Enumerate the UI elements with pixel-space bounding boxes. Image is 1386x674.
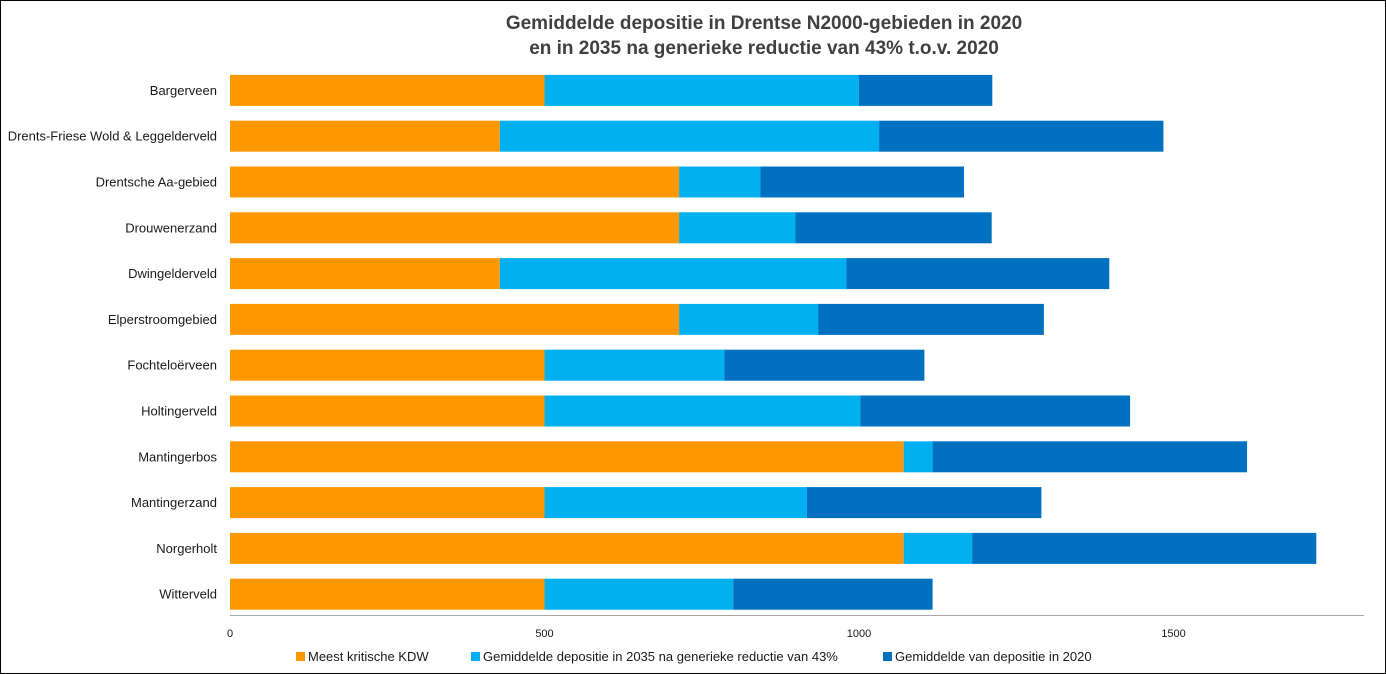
legend-label-1: Meest kritische KDW <box>308 649 429 664</box>
bar-mantingerzand-series-1 <box>230 487 545 519</box>
bar-witterveld-series-3 <box>733 578 933 610</box>
bar-mantingerbos-series-2 <box>903 441 933 473</box>
bar-drentsche-aa-gebied-series-1 <box>230 166 680 198</box>
bar-norgerholt-series-1 <box>230 532 904 564</box>
legend-label-2: Gemiddelde depositie in 2035 na generiek… <box>483 649 838 664</box>
legend-swatch-1 <box>296 652 305 661</box>
bar-drouwenerzand-series-2 <box>679 212 796 244</box>
x-axis-ticks: 0 500 1000 1500 <box>227 628 1186 640</box>
category-label: Drentsche Aa-gebied <box>96 175 217 190</box>
bar-holtingerveld-series-3 <box>860 395 1131 427</box>
legend-swatch-2 <box>471 652 480 661</box>
category-label: Mantingerbos <box>138 449 217 464</box>
x-tick-label: 500 <box>535 628 553 640</box>
bar-mantingerzand-series-3 <box>806 487 1042 519</box>
bar-bargerveen-series-1 <box>230 74 545 106</box>
x-tick-label: 0 <box>227 628 233 640</box>
bar-witterveld-series-1 <box>230 578 545 610</box>
bar-drouwenerzand-series-1 <box>230 212 680 244</box>
bar-dwingelderveld-series-1 <box>230 258 500 290</box>
category-label: Fochteloërveen <box>127 358 217 373</box>
category-labels: Bargerveen Drents-Friese Wold & Leggelder… <box>8 83 218 602</box>
x-tick-label: 1000 <box>847 628 871 640</box>
bar-holtingerveld-series-2 <box>544 395 861 427</box>
bar-fochtelo-rveen-series-2 <box>544 349 725 381</box>
bar-fochtelo-rveen-series-3 <box>724 349 925 381</box>
bar-norgerholt-series-3 <box>972 532 1317 564</box>
bar-drentsche-aa-gebied-series-3 <box>760 166 964 198</box>
bar-bargerveen-series-2 <box>544 74 859 106</box>
bar-mantingerbos-series-3 <box>932 441 1248 473</box>
bars-group <box>230 74 1317 610</box>
category-label: Drouwenerzand <box>125 220 217 235</box>
bar-drentsche-aa-gebied-series-2 <box>679 166 761 198</box>
bar-drents-friese-wold-leggelderveld-series-3 <box>879 120 1164 152</box>
legend: Meest kritische KDW Gemiddelde depositie … <box>296 649 1092 664</box>
bar-holtingerveld-series-1 <box>230 395 545 427</box>
x-tick-label: 1500 <box>1161 628 1185 640</box>
bar-dwingelderveld-series-3 <box>846 258 1110 290</box>
bar-drouwenerzand-series-3 <box>795 212 992 244</box>
category-label: Witterveld <box>159 587 217 602</box>
bar-elperstroomgebied-series-2 <box>679 303 819 335</box>
chart-title-line-2: en in 2035 na generieke reductie van 43%… <box>529 38 999 59</box>
bar-dwingelderveld-series-2 <box>499 258 847 290</box>
bar-mantingerzand-series-2 <box>544 487 807 519</box>
category-label: Dwingelderveld <box>128 266 217 281</box>
bar-drents-friese-wold-leggelderveld-series-2 <box>499 120 880 152</box>
category-label: Norgerholt <box>156 541 217 556</box>
bar-drents-friese-wold-leggelderveld-series-1 <box>230 120 500 152</box>
category-label: Bargerveen <box>150 83 217 98</box>
bar-bargerveen-series-3 <box>859 74 993 106</box>
chart-title-line-1: Gemiddelde depositie in Drentse N2000-ge… <box>506 13 1022 34</box>
bar-fochtelo-rveen-series-1 <box>230 349 545 381</box>
bar-elperstroomgebied-series-1 <box>230 303 680 335</box>
legend-label-3: Gemiddelde van depositie in 2020 <box>895 649 1092 664</box>
bar-elperstroomgebied-series-3 <box>818 303 1044 335</box>
legend-swatch-3 <box>883 652 892 661</box>
category-label: Mantingerzand <box>131 495 217 510</box>
category-label: Drents-Friese Wold & Leggelderveld <box>8 129 217 144</box>
bar-witterveld-series-2 <box>544 578 734 610</box>
bar-norgerholt-series-2 <box>903 532 973 564</box>
category-label: Holtingerveld <box>141 404 217 419</box>
bar-mantingerbos-series-1 <box>230 441 904 473</box>
category-label: Elperstroomgebied <box>108 312 217 327</box>
